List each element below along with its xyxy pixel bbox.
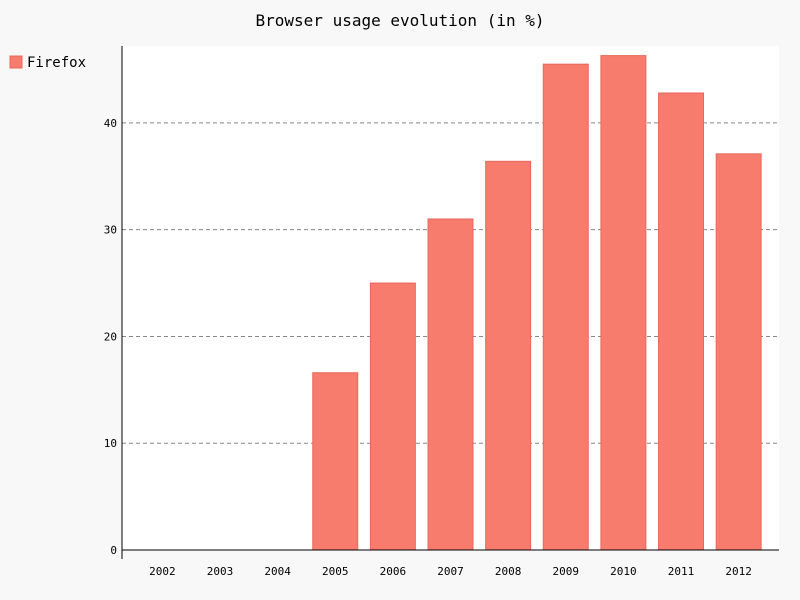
x-tick-label: 2003 (207, 565, 234, 578)
y-tick-label: 40 (104, 117, 117, 130)
x-tick-label: 2005 (322, 565, 349, 578)
legend-swatch (9, 55, 23, 69)
y-tick-label: 20 (104, 330, 117, 343)
bar-2009[interactable] (542, 63, 589, 551)
bars-layer (312, 55, 762, 551)
y-tick-label: 0 (110, 544, 117, 557)
x-tick-label: 2007 (437, 565, 464, 578)
bar-2012[interactable] (715, 153, 762, 551)
bar-2011[interactable] (658, 92, 705, 551)
y-tick-label: 10 (104, 437, 117, 450)
x-tick-label: 2008 (495, 565, 522, 578)
x-tick-label: 2004 (264, 565, 291, 578)
x-tick-label: 2006 (380, 565, 407, 578)
ticks-layer: 0 10 20 30 40 2002 2003 2004 2005 2006 2007 2008 200… (104, 117, 752, 578)
y-tick-label: 30 (104, 224, 117, 237)
x-tick-label: 2011 (668, 565, 695, 578)
chart-title: Browser usage evolution (in %) (256, 11, 545, 30)
bar-2010[interactable] (600, 55, 647, 551)
bar-2006[interactable] (369, 282, 416, 551)
axes-layer (121, 46, 779, 559)
bar-2007[interactable] (427, 218, 474, 551)
bar-2005[interactable] (312, 372, 359, 551)
x-tick-label: 2010 (610, 565, 637, 578)
bar-2008[interactable] (485, 160, 532, 551)
x-tick-label: 2009 (553, 565, 580, 578)
x-tick-label: 2002 (149, 565, 176, 578)
legend[interactable]: Firefox (9, 55, 86, 71)
legend-label: Firefox (27, 55, 86, 71)
x-tick-label: 2012 (725, 565, 752, 578)
